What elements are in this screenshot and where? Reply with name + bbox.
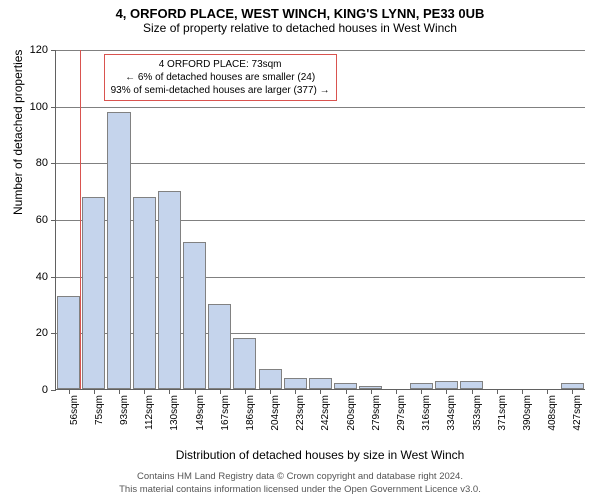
x-tick-slot: 186sqm bbox=[232, 389, 257, 429]
x-tick-slot: 167sqm bbox=[207, 389, 232, 429]
y-tick-label: 120 bbox=[30, 44, 56, 56]
x-tick-slot: 334sqm bbox=[434, 389, 459, 429]
histogram-bar bbox=[57, 296, 80, 389]
x-tick-slot: 390sqm bbox=[509, 389, 534, 429]
y-axis-label: Number of detached properties bbox=[11, 50, 25, 215]
x-tick-label: 316sqm bbox=[421, 395, 432, 431]
bar-slot bbox=[560, 50, 585, 389]
histogram-bar bbox=[233, 338, 256, 389]
x-tick-label: 112sqm bbox=[144, 395, 155, 430]
x-tick-slot: 204sqm bbox=[258, 389, 283, 429]
footer-line-2: This material contains information licen… bbox=[0, 484, 600, 496]
y-tick-label: 80 bbox=[36, 157, 56, 169]
x-tick-label: 130sqm bbox=[169, 395, 180, 431]
x-tick-label: 390sqm bbox=[522, 395, 533, 431]
x-tick-label: 297sqm bbox=[396, 395, 407, 431]
x-tick-slot: 260sqm bbox=[333, 389, 358, 429]
x-tick-label: 334sqm bbox=[446, 395, 457, 431]
chart-title-primary: 4, ORFORD PLACE, WEST WINCH, KING'S LYNN… bbox=[0, 0, 600, 21]
histogram-bar bbox=[435, 381, 458, 389]
x-tick-label: 408sqm bbox=[547, 395, 558, 431]
infobox-line-1: 4 ORFORD PLACE: 73sqm bbox=[111, 58, 330, 71]
footer-line-1: Contains HM Land Registry data © Crown c… bbox=[0, 471, 600, 483]
histogram-bar bbox=[82, 197, 105, 389]
y-tick-label: 100 bbox=[30, 101, 56, 113]
bar-slot bbox=[409, 50, 434, 389]
chart-title-secondary: Size of property relative to detached ho… bbox=[0, 21, 600, 37]
x-tick-slot: 427sqm bbox=[560, 389, 585, 429]
x-tick-slot: 371sqm bbox=[484, 389, 509, 429]
infobox-line-2: ← 6% of detached houses are smaller (24) bbox=[111, 71, 330, 84]
histogram-bar bbox=[561, 383, 584, 389]
y-tick-label: 0 bbox=[42, 384, 56, 396]
x-tick-label: 204sqm bbox=[270, 395, 281, 431]
x-tick-slot: 242sqm bbox=[308, 389, 333, 429]
x-tick-label: 167sqm bbox=[220, 395, 231, 431]
plot-area: 56sqm75sqm93sqm112sqm130sqm149sqm167sqm1… bbox=[55, 50, 585, 390]
x-tick-label: 223sqm bbox=[295, 395, 306, 431]
reference-info-box: 4 ORFORD PLACE: 73sqm ← 6% of detached h… bbox=[104, 54, 337, 101]
footer-attribution: Contains HM Land Registry data © Crown c… bbox=[0, 471, 600, 496]
x-tick-slot: 223sqm bbox=[283, 389, 308, 429]
bar-slot bbox=[434, 50, 459, 389]
x-tick-slot: 149sqm bbox=[182, 389, 207, 429]
x-ticks-container: 56sqm 75sqm 93sqm 112sqm 130sqm 149sqm 167sqm 1… bbox=[56, 389, 585, 429]
x-axis-label: Distribution of detached houses by size … bbox=[55, 448, 585, 462]
x-tick-slot: 316sqm bbox=[409, 389, 434, 429]
x-tick-slot: 56sqm bbox=[56, 389, 81, 429]
histogram-bar bbox=[334, 383, 357, 389]
chart-area: 56sqm 75sqm 93sqm 112sqm130sqm149sqm167sqm1… bbox=[55, 42, 585, 427]
histogram-bar bbox=[158, 191, 181, 389]
y-tick-label: 60 bbox=[36, 214, 56, 226]
bar-slot bbox=[535, 50, 560, 389]
histogram-bar bbox=[259, 369, 282, 389]
x-tick-label: 279sqm bbox=[371, 395, 382, 431]
x-tick-slot: 75sqm bbox=[81, 389, 106, 429]
bar-slot bbox=[484, 50, 509, 389]
histogram-bar bbox=[133, 197, 156, 389]
x-tick-label: 242sqm bbox=[320, 395, 331, 431]
x-tick-slot: 279sqm bbox=[358, 389, 383, 429]
bar-slot bbox=[56, 50, 81, 389]
x-tick-label: 186sqm bbox=[245, 395, 256, 431]
x-tick-label: 260sqm bbox=[346, 395, 357, 431]
histogram-bar bbox=[107, 112, 130, 389]
histogram-bar bbox=[410, 383, 433, 389]
histogram-bar bbox=[208, 304, 231, 389]
histogram-bar bbox=[309, 378, 332, 389]
x-tick-label: 353sqm bbox=[472, 395, 483, 431]
y-tick-label: 40 bbox=[36, 271, 56, 283]
bar-slot bbox=[383, 50, 408, 389]
bar-slot bbox=[509, 50, 534, 389]
histogram-bar bbox=[183, 242, 206, 389]
histogram-bar bbox=[460, 381, 483, 389]
y-tick-label: 20 bbox=[36, 327, 56, 339]
x-tick-label: 93sqm bbox=[119, 395, 130, 425]
reference-line bbox=[80, 50, 81, 389]
bar-slot bbox=[81, 50, 106, 389]
x-tick-slot: 297sqm bbox=[383, 389, 408, 429]
histogram-bar bbox=[359, 386, 382, 389]
x-tick-slot: 112sqm bbox=[132, 389, 157, 429]
bar-slot bbox=[358, 50, 383, 389]
infobox-line-3: 93% of semi-detached houses are larger (… bbox=[111, 84, 330, 97]
x-tick-label: 427sqm bbox=[572, 395, 583, 431]
x-tick-slot: 93sqm bbox=[106, 389, 131, 429]
x-tick-label: 75sqm bbox=[94, 395, 105, 425]
x-tick-slot: 130sqm bbox=[157, 389, 182, 429]
histogram-bar bbox=[284, 378, 307, 389]
x-tick-label: 371sqm bbox=[497, 395, 508, 431]
x-tick-slot: 408sqm bbox=[535, 389, 560, 429]
bar-slot bbox=[459, 50, 484, 389]
x-tick-label: 149sqm bbox=[195, 395, 206, 431]
bar-slot bbox=[333, 50, 358, 389]
x-tick-slot: 353sqm bbox=[459, 389, 484, 429]
x-tick-label: 56sqm bbox=[69, 395, 80, 425]
